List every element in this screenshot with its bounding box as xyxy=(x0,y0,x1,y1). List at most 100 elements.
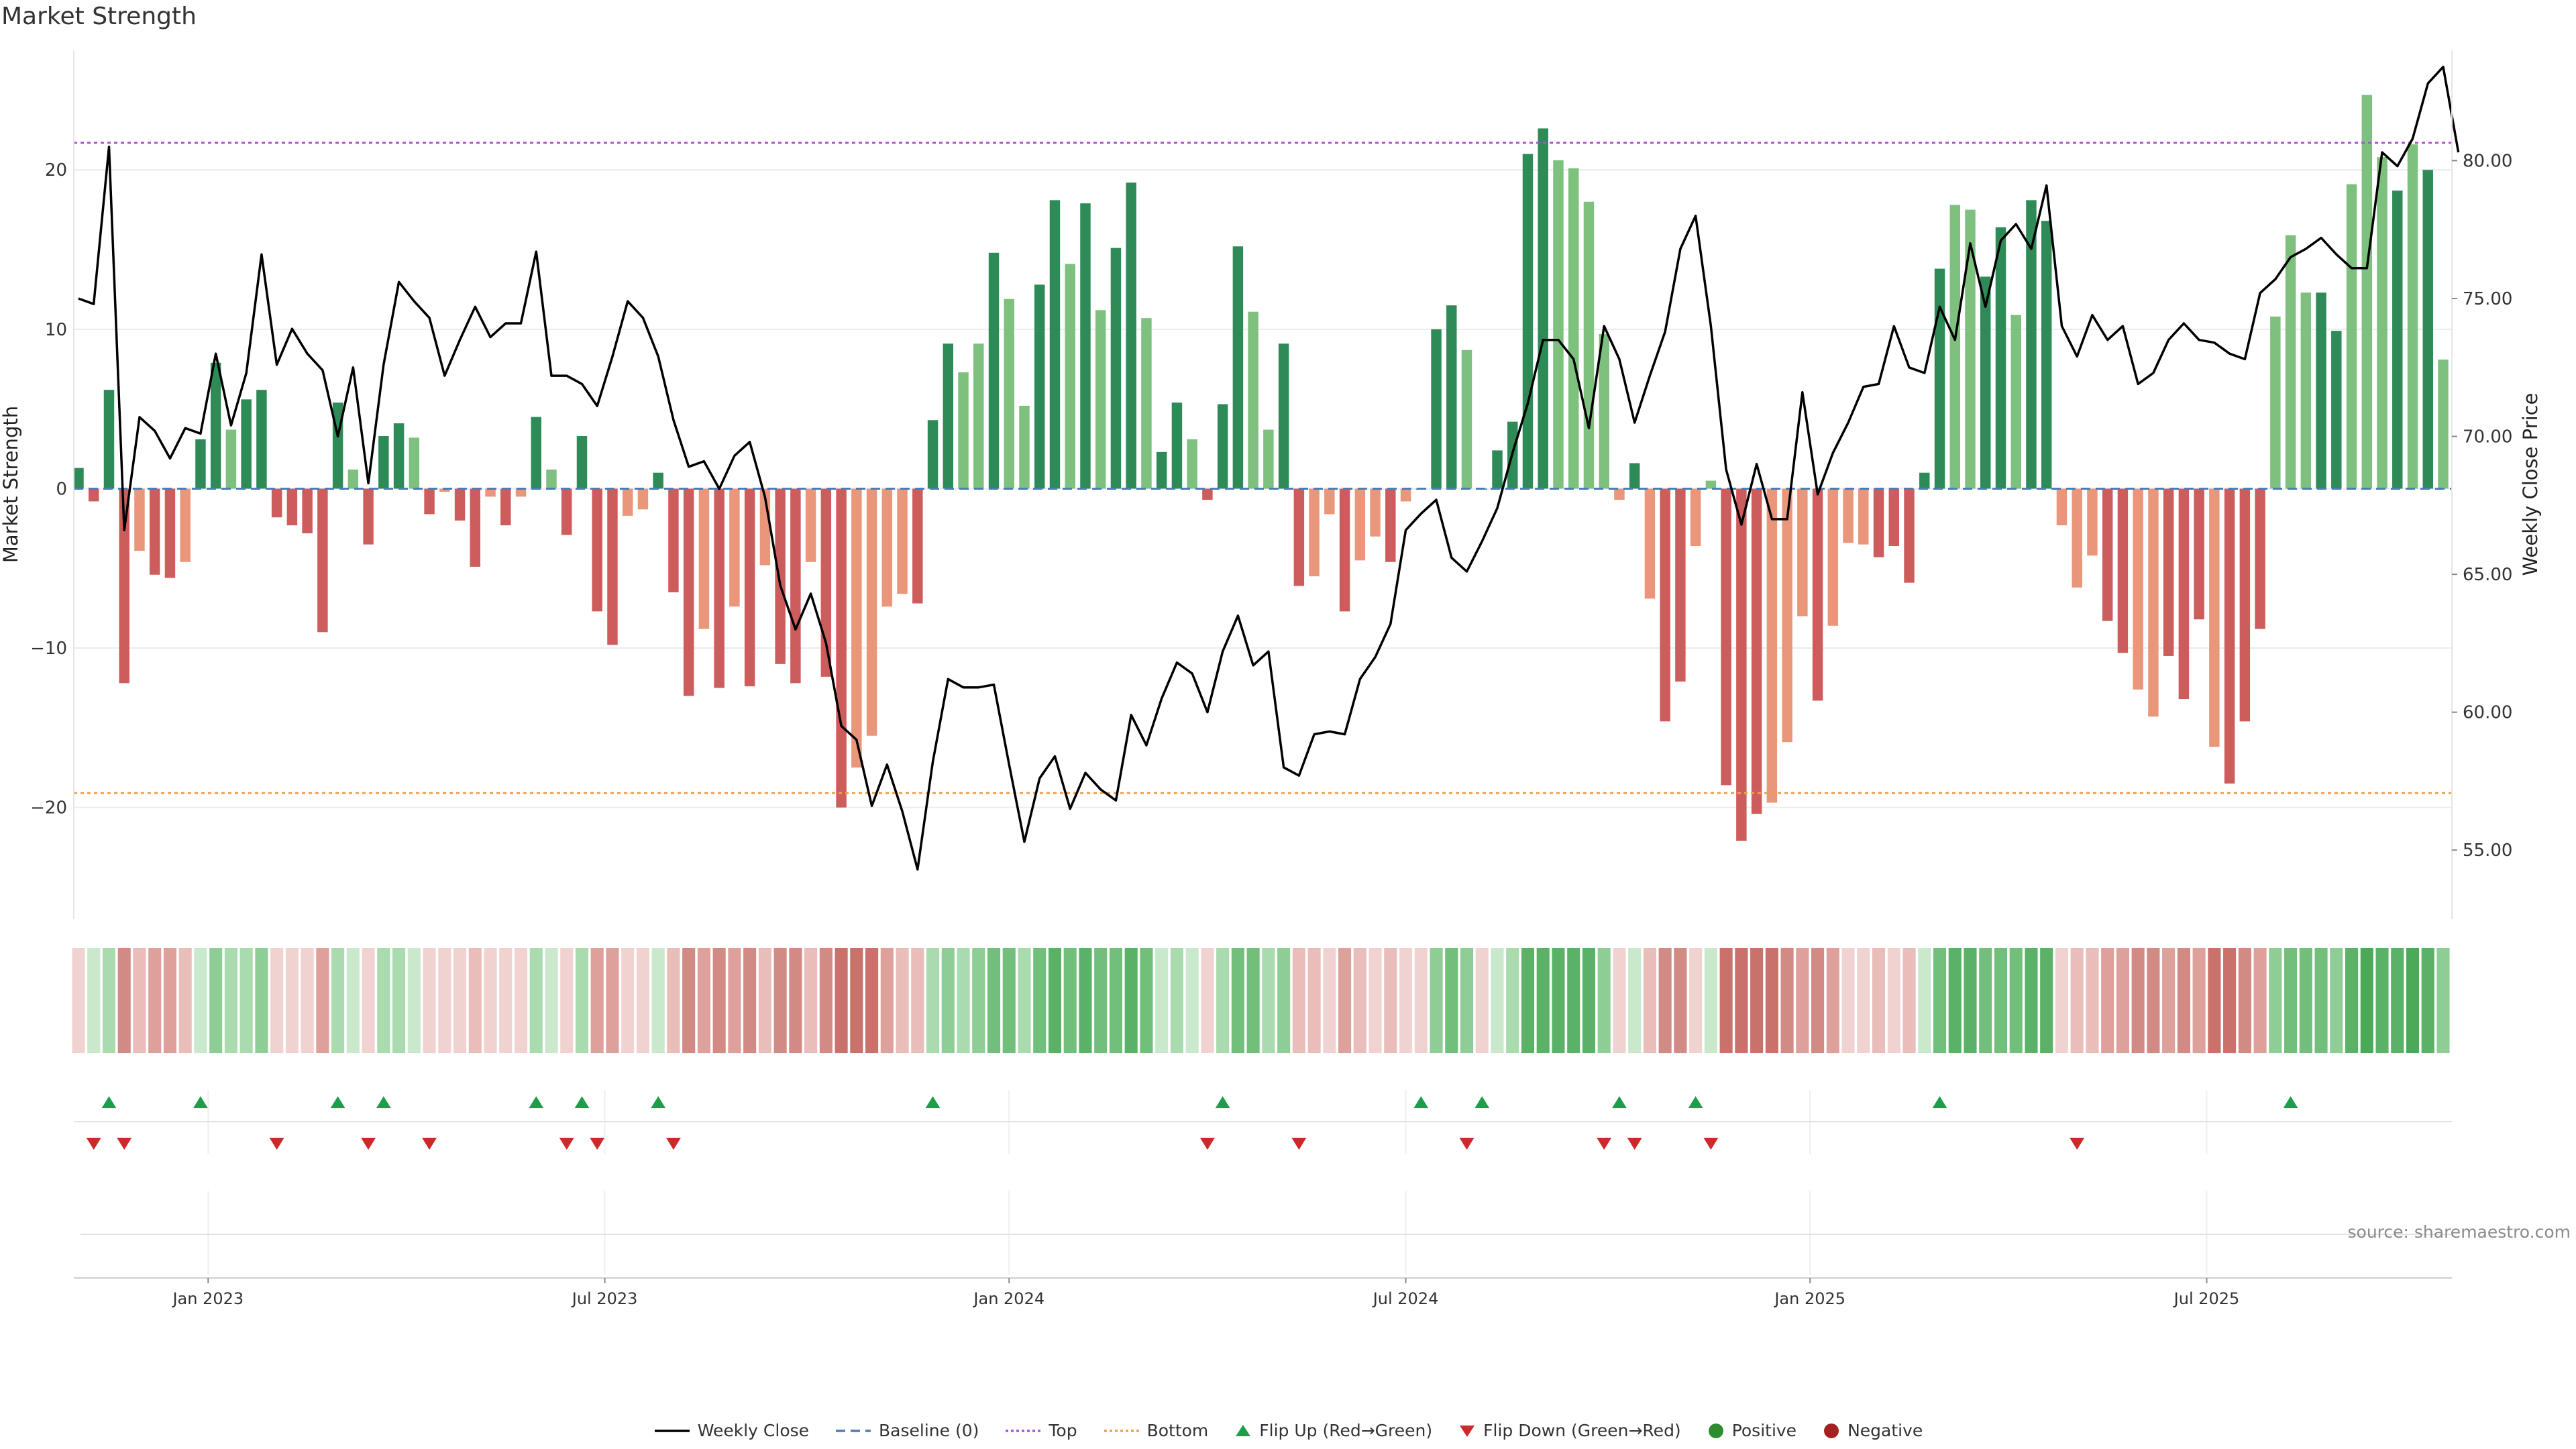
strip-cell xyxy=(987,948,1001,1053)
strength-bar xyxy=(1843,488,1854,543)
flip-down-marker xyxy=(559,1138,574,1150)
strip-cell xyxy=(1231,948,1244,1053)
strip-cell xyxy=(1979,948,1992,1053)
strip-cell xyxy=(1033,948,1046,1053)
strip-cell xyxy=(331,948,345,1053)
strength-bar xyxy=(1400,488,1411,502)
y-right-axis-label: Weekly Close Price xyxy=(2519,393,2542,576)
strip-cell xyxy=(1735,948,1748,1053)
strip-cell xyxy=(514,948,528,1053)
strip-cell xyxy=(2421,948,2434,1053)
legend-label: Baseline (0) xyxy=(879,1421,979,1440)
strip-cell xyxy=(1552,948,1565,1053)
strength-bars xyxy=(73,95,2449,841)
strip-cell xyxy=(2345,948,2359,1053)
strip-cell xyxy=(1521,948,1535,1053)
strip-cell xyxy=(1063,948,1077,1053)
strength-bar xyxy=(1995,227,2006,489)
strip-cell xyxy=(1658,948,1672,1053)
strength-bar xyxy=(180,488,191,562)
strength-bar xyxy=(1278,343,1289,489)
strip-cell xyxy=(1018,948,1031,1053)
strength-bar xyxy=(1690,488,1701,546)
strip-cell xyxy=(712,948,726,1053)
strength-bar xyxy=(1354,488,1366,561)
strip-cell xyxy=(896,948,909,1053)
strength-bar xyxy=(866,488,877,736)
strength-bar xyxy=(1202,488,1213,500)
strip-cell xyxy=(2223,948,2237,1053)
strength-bar xyxy=(2285,235,2296,489)
flip-down-marker xyxy=(590,1138,605,1150)
strip-cell xyxy=(362,948,375,1053)
strip-cell xyxy=(1109,948,1123,1053)
strip-cell xyxy=(2314,948,2328,1053)
strength-bar xyxy=(2316,292,2326,489)
x-tick-label: Jan 2023 xyxy=(171,1289,244,1308)
strength-bar xyxy=(1522,154,1534,489)
strip-cell xyxy=(865,948,879,1053)
strip-cell xyxy=(1140,948,1153,1053)
strength-bar xyxy=(103,390,115,489)
strength-bar xyxy=(1736,488,1747,841)
strip-cell xyxy=(2299,948,2312,1053)
strip-cell xyxy=(499,948,513,1053)
flip-up-marker xyxy=(1688,1096,1703,1108)
strip-cell xyxy=(2391,948,2404,1053)
strip-cell xyxy=(1704,948,1717,1053)
strength-bar xyxy=(2224,488,2235,784)
strip-cell xyxy=(1796,948,1809,1053)
strip-cell xyxy=(1323,948,1336,1053)
strength-bar xyxy=(958,372,969,489)
strength-bar xyxy=(820,488,832,677)
strip-cell xyxy=(1307,948,1321,1053)
strip-cell xyxy=(346,948,360,1053)
strength-bar xyxy=(2392,191,2403,489)
strength-bar xyxy=(2422,170,2433,489)
strength-bar xyxy=(1644,488,1656,599)
flip-markers xyxy=(74,1096,2452,1150)
flip-up-marker xyxy=(330,1096,345,1108)
strength-bar xyxy=(2026,200,2037,489)
strip-cell xyxy=(423,948,436,1053)
strip-cell xyxy=(758,948,771,1053)
strip-cell xyxy=(926,948,940,1053)
strip-cell xyxy=(1964,948,1977,1053)
strip-cell xyxy=(438,948,451,1053)
strip-cell xyxy=(850,948,863,1053)
strip-cell xyxy=(2101,948,2114,1053)
strength-bar xyxy=(424,488,435,515)
strength-bar xyxy=(2178,488,2190,700)
strength-bar xyxy=(2194,488,2204,620)
flip-up-marker xyxy=(1611,1096,1627,1108)
strip-cell xyxy=(835,948,848,1053)
strength-bar xyxy=(1980,276,1991,489)
legend-swatch xyxy=(1236,1424,1251,1436)
flip-down-marker xyxy=(1703,1138,1719,1150)
strip-cell xyxy=(2269,948,2282,1053)
legend-swatch xyxy=(654,1429,690,1432)
strip-cell xyxy=(1185,948,1199,1053)
strip-cell xyxy=(301,948,314,1053)
strength-bar xyxy=(1126,182,1136,489)
strength-bar xyxy=(836,488,847,808)
strength-bar xyxy=(1217,404,1228,489)
legend-item: Flip Down (Green→Red) xyxy=(1458,1421,1681,1440)
strength-bar xyxy=(302,488,313,533)
strength-bar xyxy=(210,362,221,489)
legend-swatch xyxy=(1708,1423,1723,1438)
strip-cell xyxy=(651,948,665,1053)
strip-cell xyxy=(285,948,299,1053)
legend-label: Bottom xyxy=(1146,1421,1209,1440)
strength-bar xyxy=(714,488,724,688)
flip-up-marker xyxy=(101,1096,117,1108)
strip-cell xyxy=(2009,948,2023,1053)
strength-bar xyxy=(439,488,450,492)
strip-cell xyxy=(1902,948,1916,1053)
strip-cell xyxy=(1460,948,1474,1053)
strip-cell xyxy=(1048,948,1062,1053)
strip-cell xyxy=(1246,948,1260,1053)
strength-bar xyxy=(1705,480,1717,489)
flip-up-marker xyxy=(529,1096,544,1108)
strip-cell xyxy=(1277,948,1291,1053)
